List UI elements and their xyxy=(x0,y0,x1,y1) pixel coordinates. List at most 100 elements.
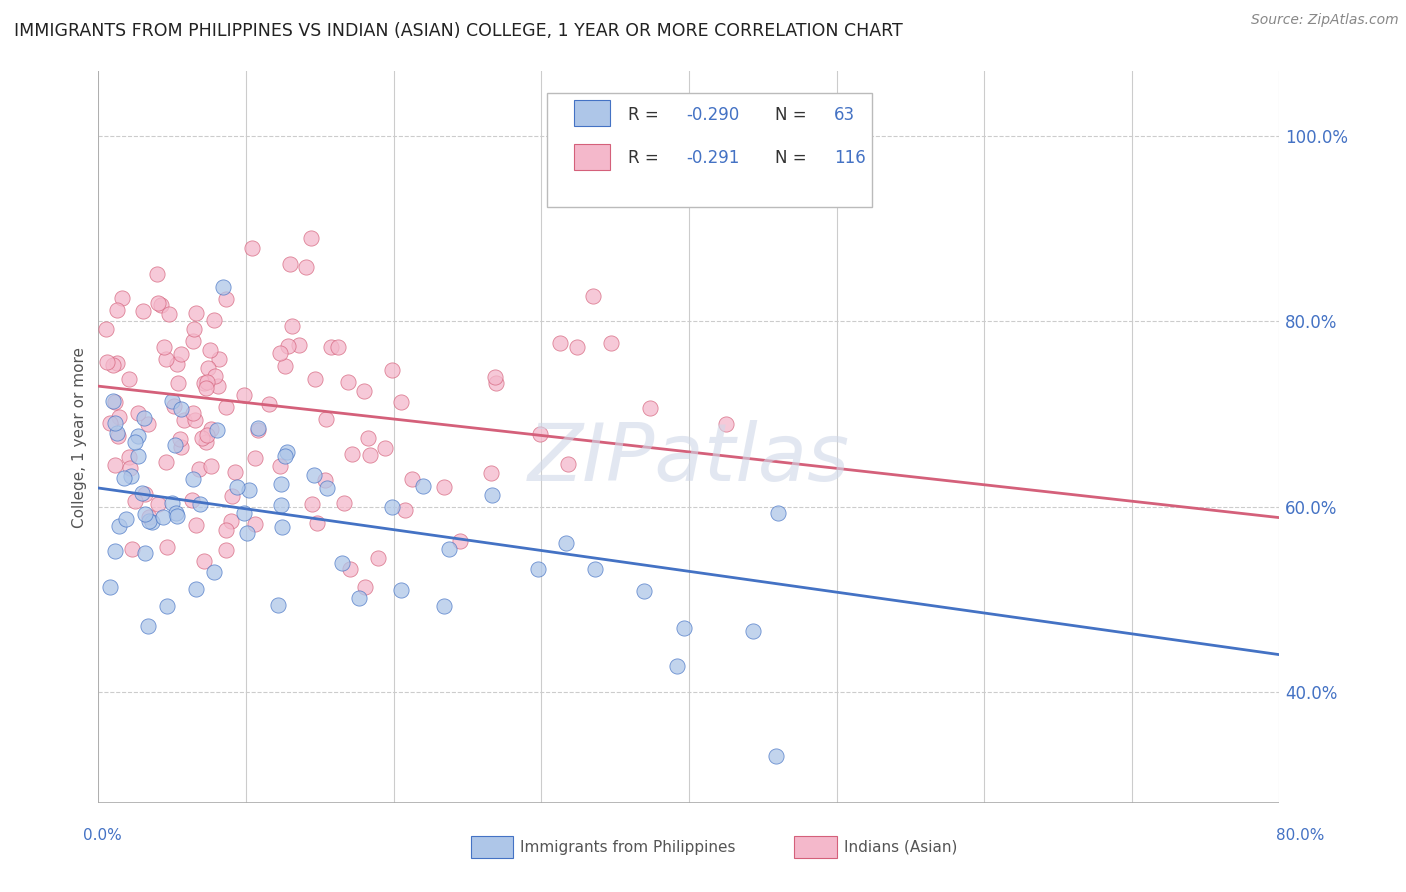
Point xyxy=(672,621,695,635)
Text: Immigrants from Philippines: Immigrants from Philippines xyxy=(520,840,735,855)
Point xyxy=(169,432,191,446)
Point xyxy=(215,523,238,537)
Point xyxy=(304,372,326,386)
Point xyxy=(246,423,269,437)
Point xyxy=(665,659,688,673)
Point xyxy=(155,455,177,469)
Point xyxy=(274,449,297,463)
Point xyxy=(194,435,217,450)
Text: R =: R = xyxy=(627,149,664,168)
Point xyxy=(207,379,229,393)
Point xyxy=(389,583,412,598)
Point xyxy=(138,509,160,524)
Point xyxy=(105,425,128,440)
Point xyxy=(353,580,375,594)
Point xyxy=(134,411,156,425)
Point xyxy=(353,384,375,398)
Point xyxy=(112,470,135,484)
Point xyxy=(170,401,193,416)
FancyBboxPatch shape xyxy=(547,94,872,207)
Point xyxy=(96,355,118,369)
Point xyxy=(101,358,124,372)
Point xyxy=(173,412,195,426)
Point xyxy=(104,458,127,473)
Point xyxy=(118,461,141,475)
Point xyxy=(600,335,623,350)
Point xyxy=(124,434,146,449)
Point xyxy=(307,516,329,530)
Point xyxy=(120,469,142,483)
Point xyxy=(347,591,370,605)
Point xyxy=(198,343,221,357)
Point xyxy=(246,421,269,435)
Point xyxy=(215,542,238,557)
Point xyxy=(481,487,503,501)
Point xyxy=(288,338,311,352)
Point xyxy=(186,305,208,319)
Point xyxy=(170,347,193,361)
Point xyxy=(98,416,121,430)
Point xyxy=(121,542,143,557)
Point xyxy=(124,493,146,508)
Point xyxy=(367,550,389,565)
Point xyxy=(127,406,149,420)
Point xyxy=(184,413,207,427)
Point xyxy=(165,438,187,452)
Text: -0.291: -0.291 xyxy=(686,149,740,168)
Point xyxy=(433,599,456,614)
Point xyxy=(437,541,460,556)
Point xyxy=(550,335,572,350)
Point xyxy=(326,340,349,354)
Point xyxy=(449,533,471,548)
Point xyxy=(195,428,218,442)
Point xyxy=(205,423,228,437)
Point xyxy=(136,417,159,432)
Point xyxy=(281,319,304,334)
Point xyxy=(138,514,160,528)
Text: 80.0%: 80.0% xyxy=(1277,829,1324,843)
FancyBboxPatch shape xyxy=(575,100,610,127)
Point xyxy=(127,449,149,463)
Point xyxy=(166,508,188,523)
Point xyxy=(98,580,121,594)
Y-axis label: College, 1 year or more: College, 1 year or more xyxy=(72,347,87,527)
Point xyxy=(160,394,183,409)
Point xyxy=(412,478,434,492)
Point xyxy=(336,375,359,389)
Point xyxy=(141,515,163,529)
Point xyxy=(765,748,787,763)
Text: IMMIGRANTS FROM PHILIPPINES VS INDIAN (ASIAN) COLLEGE, 1 YEAR OR MORE CORRELATIO: IMMIGRANTS FROM PHILIPPINES VS INDIAN (A… xyxy=(14,22,903,40)
Point xyxy=(155,599,177,613)
Text: 0.0%: 0.0% xyxy=(83,829,122,843)
Point xyxy=(107,518,129,533)
Text: N =: N = xyxy=(775,105,813,123)
Point xyxy=(204,368,226,383)
Point xyxy=(339,562,361,576)
Text: Source: ZipAtlas.com: Source: ZipAtlas.com xyxy=(1251,13,1399,28)
Point xyxy=(381,362,404,376)
Point xyxy=(356,431,378,445)
Point xyxy=(188,497,211,511)
Point xyxy=(240,241,263,255)
Point xyxy=(280,257,302,271)
Point xyxy=(330,556,353,570)
Point xyxy=(101,394,124,409)
Point xyxy=(159,307,181,321)
Point xyxy=(582,289,605,303)
Point xyxy=(155,352,177,367)
Point xyxy=(394,502,416,516)
Point xyxy=(166,357,188,371)
Point xyxy=(156,540,179,554)
Point xyxy=(193,553,215,567)
Point xyxy=(195,381,218,395)
Point xyxy=(243,450,266,465)
Point xyxy=(127,429,149,443)
Point xyxy=(714,417,737,431)
Point xyxy=(184,518,207,533)
Point xyxy=(276,444,298,458)
Point xyxy=(160,496,183,510)
Point xyxy=(107,409,129,424)
Point xyxy=(181,406,204,420)
Point xyxy=(170,440,193,454)
Point xyxy=(389,395,412,409)
